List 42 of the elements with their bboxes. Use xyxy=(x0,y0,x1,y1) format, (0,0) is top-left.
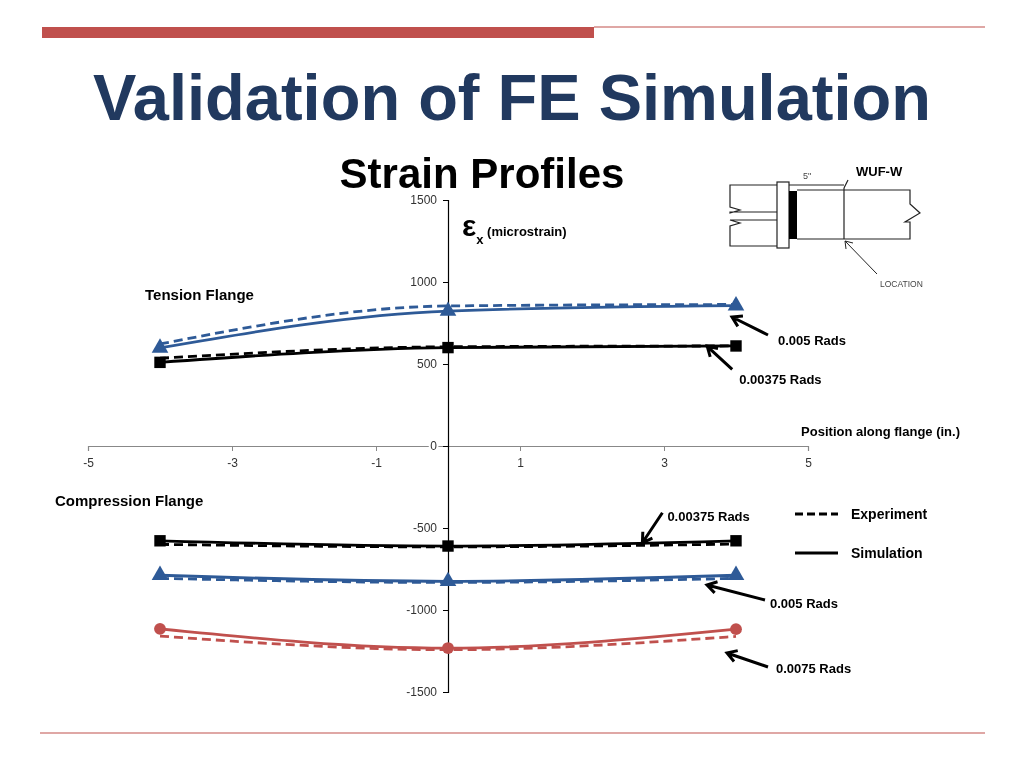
point xyxy=(442,341,454,354)
point xyxy=(442,642,454,654)
y-tick-label: 500 xyxy=(416,357,438,372)
text: WUF-W xyxy=(856,164,903,179)
annotation: 0.00375 Rads xyxy=(739,372,822,388)
annotation: Compression Flange xyxy=(55,492,204,509)
point xyxy=(439,571,457,587)
point xyxy=(727,296,745,311)
point xyxy=(154,622,166,635)
point xyxy=(151,338,169,353)
point xyxy=(154,535,166,547)
point xyxy=(727,565,745,581)
annotation: 0.00375 Rads xyxy=(667,508,750,524)
y-tick-label: -1500 xyxy=(406,685,438,700)
legend-label: Experiment xyxy=(851,506,928,522)
point xyxy=(730,535,742,547)
y-tick-label: -500 xyxy=(412,521,438,536)
x-tick-label: -5 xyxy=(83,455,95,470)
x-tick-label: -1 xyxy=(371,455,383,470)
legend-label: Simulation xyxy=(851,545,923,561)
point xyxy=(730,623,742,636)
y-tick-label: 1500 xyxy=(410,193,438,208)
point xyxy=(151,565,169,581)
x-axis-title: Position along flange (in.) xyxy=(801,424,960,439)
y-tick-label: -1000 xyxy=(406,603,438,618)
y-axis-title: ε$_{x}$ (microstrain) xyxy=(462,209,567,247)
text: LOCATION xyxy=(880,279,923,289)
point xyxy=(442,540,454,552)
x-tick-label: 3 xyxy=(661,455,669,470)
point xyxy=(730,340,742,352)
chart-title: Validation of FE Simulation xyxy=(93,61,931,134)
annotation: Tension Flange xyxy=(145,286,254,303)
point xyxy=(439,301,457,316)
point xyxy=(154,356,166,369)
x-tick-label: 5 xyxy=(805,455,813,470)
x-tick-label: 1 xyxy=(517,455,525,470)
annotation: 0.005 Rads xyxy=(778,333,846,348)
annotation: 0.005 Rads xyxy=(770,596,838,611)
y-tick-label: 1000 xyxy=(410,275,438,290)
x-tick-label: -3 xyxy=(227,455,239,470)
annotation: 0.0075 Rads xyxy=(776,661,852,676)
text: 5" xyxy=(803,171,812,181)
